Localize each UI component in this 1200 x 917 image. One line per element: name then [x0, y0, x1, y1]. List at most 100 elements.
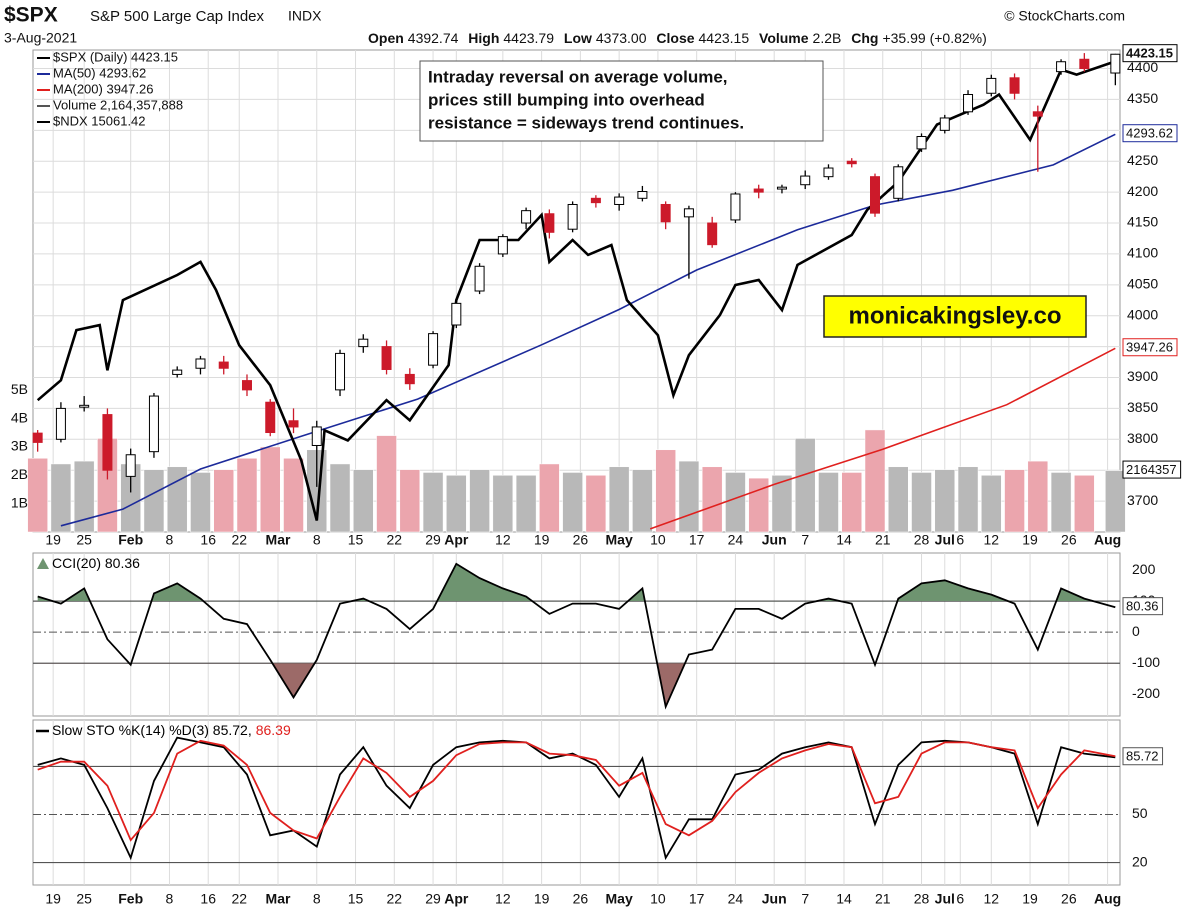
- quote-line: Open 4392.74 High 4423.79 Low 4373.00 Close…: [368, 30, 987, 46]
- volume-bar: [957, 466, 979, 533]
- y-tick-label: 4200: [1127, 183, 1158, 199]
- candle-body: [102, 414, 113, 471]
- overlay-line: [60, 133, 1116, 527]
- x-tick-label: 21: [875, 532, 891, 548]
- x-tick-label: 29: [425, 891, 441, 907]
- candle-body: [1110, 53, 1121, 74]
- x-tick-label: 10: [650, 891, 666, 907]
- y-tick-label: -100: [1132, 654, 1160, 670]
- quote-label: Close: [656, 30, 694, 46]
- candle-body: [893, 166, 904, 199]
- x-tick-label: 17: [689, 891, 705, 907]
- legend-label: MA(200) 3947.26: [53, 81, 153, 96]
- y-tick-label: -200: [1132, 685, 1160, 701]
- volume-bar: [608, 466, 630, 533]
- candle-body: [474, 265, 485, 292]
- volume-bar: [818, 472, 839, 533]
- candle-body: [1079, 58, 1090, 70]
- x-tick-label: 8: [166, 532, 174, 548]
- x-tick-label: 7: [801, 891, 809, 907]
- volume-bar: [353, 469, 374, 533]
- volume-bar: [771, 475, 793, 533]
- value-tag: 4293.62: [1126, 126, 1173, 141]
- candle-body: [614, 196, 625, 205]
- candle-body: [172, 369, 183, 375]
- x-tick-label: 28: [914, 891, 930, 907]
- y-tick-label: 4050: [1127, 276, 1158, 292]
- candle-body: [381, 346, 392, 370]
- candle-body: [916, 136, 927, 150]
- volume-bar: [678, 460, 700, 533]
- y-tick-label: 3700: [1127, 492, 1158, 508]
- value-tag: 80.36: [1126, 599, 1159, 614]
- candle-body: [335, 352, 346, 391]
- annotation-text: prices still bumping into overhead: [428, 90, 705, 109]
- x-tick-label: Jul: [935, 891, 955, 907]
- x-tick-label: 24: [728, 532, 744, 548]
- quote-value: 2.2B: [813, 30, 842, 46]
- x-tick-label: 29: [425, 532, 441, 548]
- candle-body: [358, 338, 369, 348]
- candle-body: [869, 176, 880, 214]
- candle-body: [521, 210, 532, 224]
- candle-body: [497, 236, 508, 255]
- volume-bar: [213, 469, 234, 533]
- x-tick-label: 15: [348, 891, 364, 907]
- candle-body: [32, 432, 43, 443]
- x-tick-label: 19: [534, 891, 550, 907]
- index-name: S&P 500 Large Cap Index: [90, 8, 265, 25]
- value-tag-box: [1122, 460, 1182, 479]
- x-tick-label: 7: [801, 532, 809, 548]
- x-tick-label: 24: [728, 891, 744, 907]
- volume-bar: [27, 458, 48, 533]
- value-tag: 3947.26: [1126, 340, 1173, 355]
- watermark-box: [823, 295, 1087, 338]
- x-tick-label: 12: [495, 532, 511, 548]
- panel-frame: [32, 552, 1121, 717]
- x-tick-label: 14: [836, 532, 852, 548]
- volume-bar: [701, 466, 723, 533]
- value-tag-box: [1122, 747, 1164, 766]
- volume-bar: [539, 463, 560, 533]
- candle-body: [730, 193, 741, 221]
- x-tick-label: 19: [1022, 891, 1038, 907]
- legend-label: 86.39: [256, 722, 291, 738]
- volume-bar: [236, 458, 258, 533]
- x-tick-label: 19: [45, 891, 61, 907]
- volume-bar: [399, 469, 421, 533]
- value-tag-box: [1122, 597, 1164, 616]
- volume-bar: [422, 472, 444, 533]
- volume-bar: [1105, 470, 1126, 533]
- x-tick-label: 22: [231, 891, 247, 907]
- candle-body: [776, 186, 787, 190]
- x-tick-label: 26: [1061, 891, 1077, 907]
- legend-label: $SPX (Daily) 4423.15: [53, 49, 178, 64]
- x-tick-label: 26: [573, 532, 589, 548]
- x-tick-label: 19: [1022, 532, 1038, 548]
- x-tick-label: 10: [650, 532, 666, 548]
- cci-fill: [37, 563, 1094, 602]
- candle-body: [148, 395, 159, 453]
- symbol: $SPX: [4, 4, 58, 27]
- volume-bar: [283, 458, 304, 533]
- x-tick-label: Aug: [1094, 891, 1121, 907]
- legend-label: CCI(20) 80.36: [52, 555, 140, 571]
- annotation-text: resistance = sideways trend continues.: [428, 113, 744, 132]
- candle-body: [428, 333, 439, 366]
- volume-bar: [376, 435, 397, 533]
- exchange: INDX: [288, 8, 322, 24]
- annotation-box: [419, 60, 824, 142]
- y-tick-label: 4100: [1127, 245, 1158, 261]
- volume-bar: [1074, 475, 1095, 533]
- x-tick-label: May: [606, 891, 633, 907]
- candle-body: [544, 213, 555, 233]
- candle-body: [288, 420, 299, 428]
- series-line: [37, 739, 1116, 842]
- source: © StockCharts.com: [1004, 8, 1125, 24]
- volume-bar: [934, 469, 956, 533]
- x-tick-label: 6: [956, 532, 964, 548]
- volume-bar: [73, 460, 95, 533]
- x-tick-label: Aug: [1094, 532, 1121, 548]
- volume-bar: [841, 472, 862, 533]
